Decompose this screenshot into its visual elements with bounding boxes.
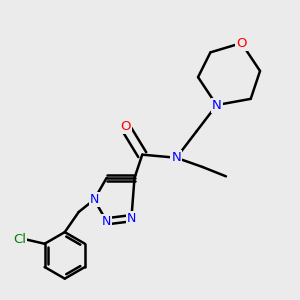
Text: Cl: Cl (13, 232, 26, 246)
Text: N: N (127, 212, 136, 225)
Text: N: N (212, 99, 221, 112)
Text: N: N (89, 193, 99, 206)
Text: N: N (102, 215, 111, 228)
Text: N: N (172, 151, 181, 164)
Text: O: O (120, 120, 130, 133)
Text: O: O (236, 37, 247, 50)
